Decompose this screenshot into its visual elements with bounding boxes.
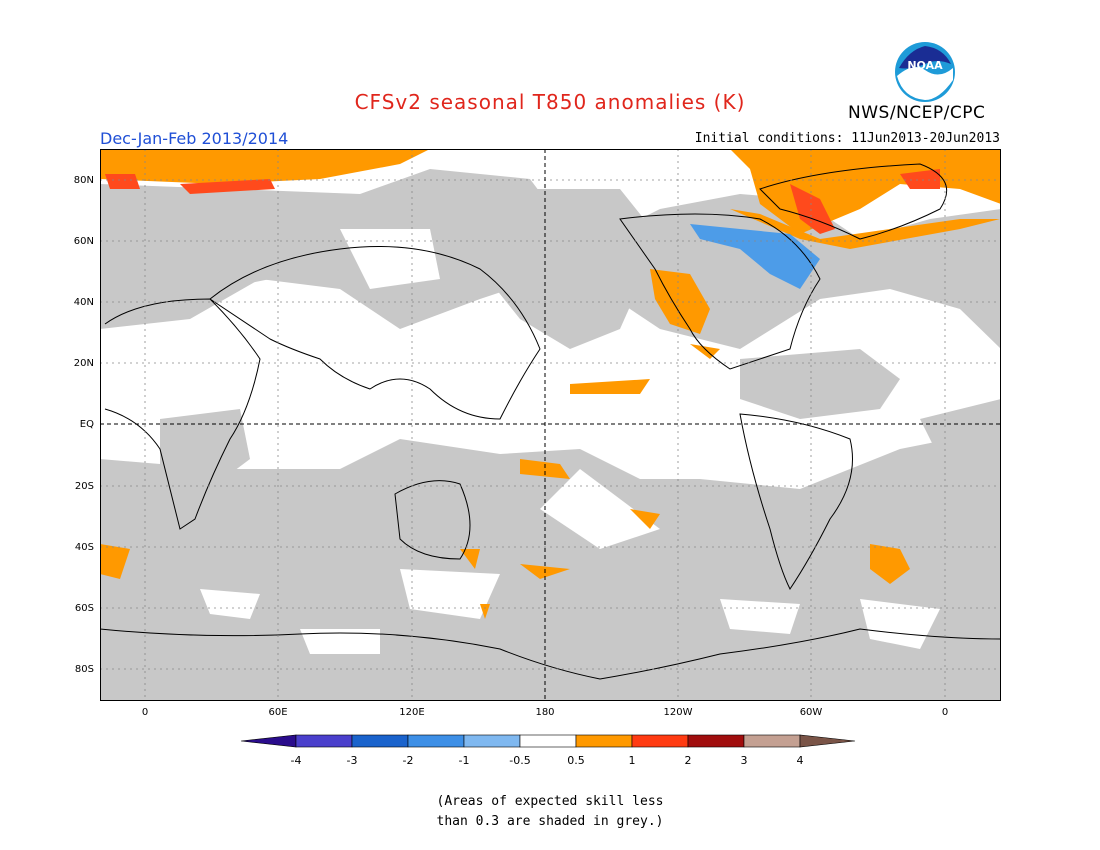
colorbar-label: -4: [291, 754, 302, 767]
colorbar-label: 2: [685, 754, 692, 767]
colorbar-label: 3: [741, 754, 748, 767]
lat-label-eq: EQ: [80, 419, 94, 430]
colorbar-label: 4: [797, 754, 804, 767]
lat-label-20s: 20S: [75, 481, 94, 492]
skill-note-line1: (Areas of expected skill less: [436, 794, 664, 809]
colorbar-swatch: [743, 734, 801, 748]
lon-label-60w: 60W: [800, 707, 823, 718]
lat-label-80s: 80S: [75, 664, 94, 675]
lat-label-40n: 40N: [74, 297, 94, 308]
lon-label-120e: 120E: [399, 707, 424, 718]
lon-label-0: 0: [142, 707, 148, 718]
cool-anomalies: [690, 224, 820, 289]
colorbar-swatch: [351, 734, 409, 748]
skill-note: (Areas of expected skill less than 0.3 a…: [350, 792, 750, 832]
map-frame: [100, 149, 1001, 701]
graticule: [100, 149, 1001, 701]
equator-and-dateline: [100, 149, 1001, 701]
colorbar-swatch: [687, 734, 745, 748]
lon-label-120w: 120W: [664, 707, 693, 718]
colorbar-label: -0.5: [509, 754, 530, 767]
initial-conditions-label: Initial conditions: 11Jun2013-20Jun2013: [694, 131, 1000, 146]
lat-label-60n: 60N: [74, 236, 94, 247]
anomaly-map: [100, 149, 1001, 701]
colorbar-swatch: [631, 734, 689, 748]
colorbar-label: 1: [629, 754, 636, 767]
lon-label-180: 180: [535, 707, 554, 718]
coastlines: [100, 163, 1001, 680]
map-title: CFSv2 seasonal T850 anomalies (K): [354, 90, 746, 114]
colorbar-swatch: [295, 734, 353, 748]
latitude-axis: 80N 60N 40N 20N EQ 20S 40S 60S 80S: [74, 175, 94, 675]
colorbar-labels: -4 -3 -2 -1 -0.5 0.5 1 2 3 4: [291, 754, 804, 767]
colorbar-swatches: [240, 734, 856, 748]
colorbar-label: -2: [403, 754, 414, 767]
colorbar-label: -3: [347, 754, 358, 767]
colorbar-swatch: [575, 734, 633, 748]
colorbar-swatch: [407, 734, 465, 748]
lat-label-80n: 80N: [74, 175, 94, 186]
noaa-logo: NOAA: [895, 42, 955, 102]
colorbar-label: -1: [459, 754, 470, 767]
colorbar-swatch: [519, 734, 577, 748]
noaa-logo-text: NOAA: [907, 59, 943, 72]
colorbar-arrow-low: [240, 734, 297, 748]
season-label: Dec-Jan-Feb 2013/2014: [100, 129, 289, 148]
lat-label-20n: 20N: [74, 358, 94, 369]
lat-label-60s: 60S: [75, 603, 94, 614]
strong-warm-anomalies: [105, 169, 940, 234]
lon-label-0-east: 0: [942, 707, 948, 718]
agency-label: NWS/NCEP/CPC: [848, 103, 986, 123]
colorbar: -4 -3 -2 -1 -0.5 0.5 1 2 3 4: [240, 734, 856, 767]
lat-label-40s: 40S: [75, 542, 94, 553]
skill-note-line2: than 0.3 are shaded in grey.): [436, 814, 664, 829]
colorbar-swatch: [463, 734, 521, 748]
longitude-axis: 0 60E 120E 180 120W 60W 0: [142, 707, 948, 718]
white-gaps: [200, 229, 940, 654]
lon-label-60e: 60E: [268, 707, 287, 718]
colorbar-label: 0.5: [567, 754, 585, 767]
colorbar-arrow-high: [799, 734, 856, 748]
